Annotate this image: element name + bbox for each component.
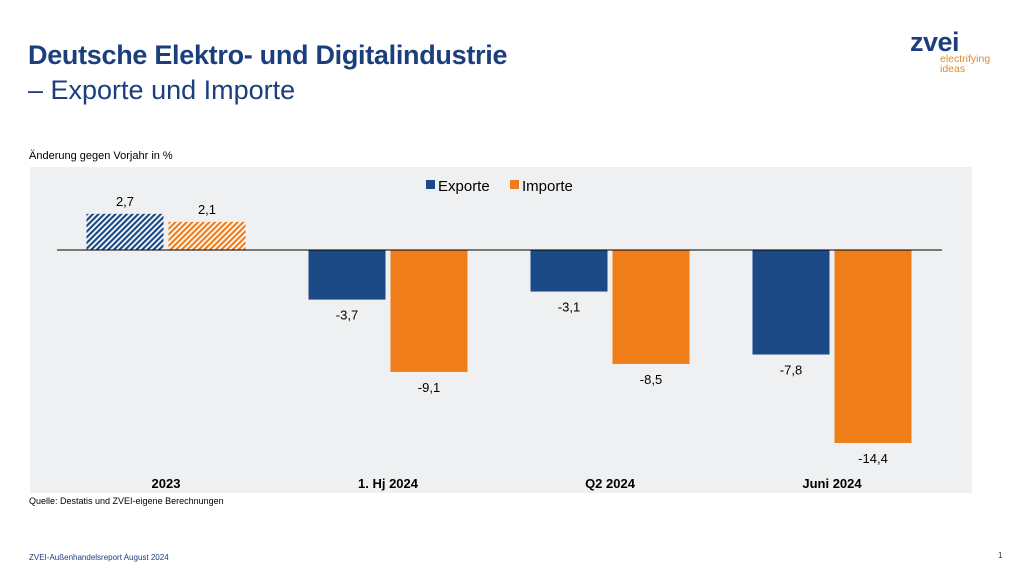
plot-area <box>30 167 972 493</box>
bar-importe <box>834 250 912 443</box>
data-label: -9,1 <box>418 380 440 395</box>
data-label: 2,1 <box>198 202 216 217</box>
category-label: 1. Hj 2024 <box>358 476 419 491</box>
page-subtitle: – Exporte und Importe <box>28 75 296 105</box>
source-note: Quelle: Destatis und ZVEI-eigene Berechn… <box>29 496 224 506</box>
zvei-logo: zvei electrifying ideas <box>910 27 991 75</box>
data-label: -8,5 <box>640 372 662 387</box>
bar-importe <box>612 250 690 364</box>
bar-importe <box>390 250 468 372</box>
legend-label: Importe <box>522 178 573 195</box>
data-label: 2,7 <box>116 194 134 209</box>
page-title: Deutsche Elektro- und Digitalindustrie <box>28 40 508 70</box>
data-label: -14,4 <box>858 451 888 466</box>
bar-exporte <box>530 250 608 292</box>
bar-exporte <box>86 213 164 250</box>
legend-swatch-exporte <box>426 180 435 189</box>
y-axis-label: Änderung gegen Vorjahr in % <box>29 150 173 162</box>
category-label: 2023 <box>152 476 181 491</box>
data-label: -3,1 <box>558 300 580 315</box>
category-label: Q2 2024 <box>585 476 636 491</box>
data-label: -7,8 <box>780 363 802 378</box>
bar-exporte <box>308 250 386 300</box>
page-number: 1 <box>998 551 1003 560</box>
footer: ZVEI-Außenhandelsreport August 2024 <box>29 553 169 562</box>
legend-swatch-importe <box>510 180 519 189</box>
bar-importe <box>168 221 246 250</box>
legend-label: Exporte <box>438 178 490 195</box>
bar-exporte <box>752 250 830 355</box>
data-label: -3,7 <box>336 308 358 323</box>
category-label: Juni 2024 <box>802 476 862 491</box>
